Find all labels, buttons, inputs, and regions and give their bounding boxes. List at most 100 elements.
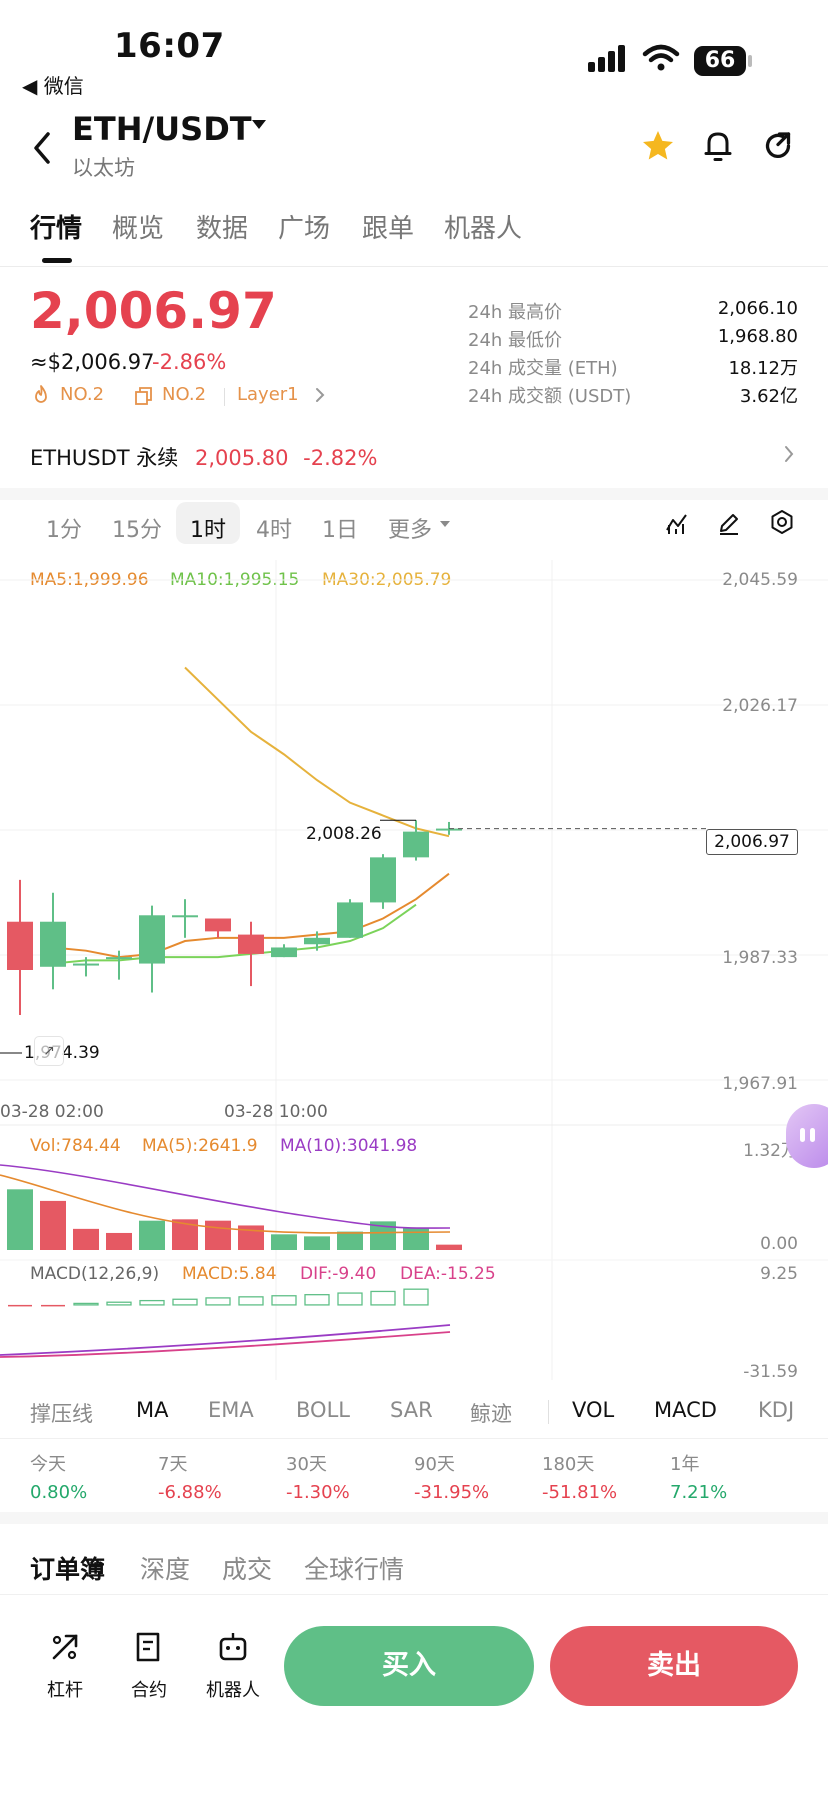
volume-bar [337, 1231, 363, 1250]
legend-macd-value: MACD:5.84 [182, 1264, 277, 1284]
contract-icon [136, 1632, 160, 1662]
tf-15m[interactable]: 15分 [112, 518, 162, 543]
pair-title[interactable]: ETH/USDT [72, 110, 252, 148]
ind-ema[interactable]: EMA [208, 1398, 254, 1422]
indicator-icon[interactable] [664, 510, 690, 536]
tab-copy-trade[interactable]: 跟单 [362, 214, 415, 244]
chevron-right-icon[interactable] [314, 386, 326, 404]
ind-vol[interactable]: VOL [572, 1398, 615, 1422]
ind-ma[interactable]: MA [136, 1398, 169, 1422]
tab-orderbook[interactable]: 订单簿 [30, 1555, 106, 1584]
volume-bar [139, 1220, 165, 1250]
stat-turnover-value: 3.62亿 [739, 386, 798, 407]
price-axis-label: 2,045.59 [722, 570, 798, 590]
back-arrow-icon[interactable] [28, 128, 58, 168]
tf-1d[interactable]: 1日 [322, 518, 358, 543]
buy-button[interactable]: 买入 [284, 1626, 534, 1706]
tab-depth[interactable]: 深度 [140, 1555, 191, 1584]
tf-more-caret-icon[interactable] [440, 521, 450, 527]
perf-value-today: 0.80% [30, 1482, 88, 1503]
stat-volume-value: 18.12万 [728, 358, 798, 379]
ma30-path [184, 666, 450, 838]
tab-robot[interactable]: 机器人 [444, 214, 523, 244]
candle-body [304, 937, 330, 945]
divider [0, 266, 828, 267]
tf-1h[interactable]: 1时 [190, 518, 226, 543]
candle-body [172, 915, 198, 918]
tab-trades[interactable]: 成交 [222, 1555, 273, 1584]
perf-label-180d: 180天 [542, 1454, 595, 1475]
tab-global-market[interactable]: 全球行情 [304, 1555, 405, 1584]
contract-button[interactable]: 合约 [114, 1630, 184, 1702]
signal-icon [588, 45, 625, 72]
candles [0, 819, 706, 1054]
tab-data[interactable]: 数据 [196, 214, 249, 244]
bell-icon[interactable] [700, 128, 736, 164]
chart-settings-icon[interactable] [768, 508, 796, 536]
current-price-tag: 2,006.97 [706, 829, 798, 855]
battery-indicator: 66 [694, 46, 746, 76]
bot-button[interactable]: 机器人 [198, 1630, 268, 1702]
chevron-right-icon[interactable] [782, 444, 796, 464]
leverage-button[interactable]: 杠杆 [30, 1630, 100, 1702]
bot-label: 机器人 [206, 1680, 260, 1701]
back-to-wechat-link[interactable]: ◀ 微信 [22, 74, 84, 98]
legend-dea: DEA:-15.25 [400, 1264, 496, 1284]
draw-pen-icon[interactable] [716, 510, 742, 536]
volume-bar [304, 1236, 330, 1250]
perpetual-row[interactable]: ETHUSDT 永续 2,005.80 -2.82% [30, 442, 377, 472]
pair-dropdown-icon[interactable] [252, 120, 266, 129]
market-cap-icon [135, 387, 152, 405]
candle-body [106, 957, 132, 960]
pair-subtitle: 以太坊 [72, 156, 135, 180]
tf-1m[interactable]: 1分 [46, 518, 82, 543]
perf-value-30d: -1.30% [286, 1482, 350, 1503]
candle-body [40, 921, 66, 967]
tf-more[interactable]: 更多 [388, 518, 433, 543]
perf-label-90d: 90天 [414, 1454, 455, 1475]
ind-macd[interactable]: MACD [654, 1398, 717, 1422]
price-axis-label: 1,987.33 [722, 948, 798, 968]
ind-support-resistance[interactable]: 撑压线 [30, 1402, 93, 1426]
macd-bar [41, 1304, 65, 1307]
legend-vol-ma10: MA(10):3041.98 [280, 1136, 418, 1156]
floating-assistant-bubble[interactable] [786, 1104, 828, 1168]
rank-badge-hot[interactable]: NO.2 [60, 384, 105, 405]
active-tab-indicator [42, 258, 72, 263]
rank-separator [224, 388, 225, 406]
timeframe-active-bg [176, 502, 240, 544]
tab-market[interactable]: 行情 [30, 214, 83, 244]
candlestick-chart[interactable] [0, 560, 828, 1380]
volume-bar [403, 1227, 429, 1250]
volume-bar [205, 1220, 231, 1250]
tab-overview[interactable]: 概览 [112, 214, 165, 244]
price-axis-label: 1,967.91 [722, 1074, 798, 1094]
rank-badge-cap[interactable]: NO.2 [162, 384, 207, 405]
flame-icon [35, 385, 47, 403]
ind-kdj[interactable]: KDJ [758, 1398, 795, 1422]
share-refresh-icon[interactable] [760, 128, 796, 164]
volume-axis-label: 0.00 [760, 1234, 798, 1254]
ma30-line [184, 666, 450, 838]
battery-tip [748, 55, 752, 67]
perf-value-180d: -51.81% [542, 1482, 618, 1503]
tf-4h[interactable]: 4时 [256, 518, 292, 543]
price-change: -2.86% [152, 350, 227, 374]
ma10-path [52, 903, 417, 965]
candle-body [238, 934, 264, 954]
sector-tag[interactable]: Layer1 [237, 384, 299, 405]
tab-square[interactable]: 广场 [278, 214, 331, 244]
ind-boll[interactable]: BOLL [296, 1398, 350, 1422]
sell-button[interactable]: 卖出 [550, 1626, 798, 1706]
volume-ma10-line [0, 1164, 451, 1229]
divider [0, 1594, 828, 1595]
perf-label-7d: 7天 [158, 1454, 188, 1475]
section-divider [0, 488, 828, 500]
macd-bar [8, 1304, 32, 1307]
volume-bar [436, 1244, 462, 1250]
ind-sar[interactable]: SAR [390, 1398, 433, 1422]
expand-icon[interactable]: ↗ [34, 1036, 64, 1066]
favorite-star-icon[interactable] [640, 128, 676, 164]
status-time: 16:07 [114, 26, 225, 66]
ind-whale[interactable]: 鲸迹 [470, 1402, 512, 1426]
